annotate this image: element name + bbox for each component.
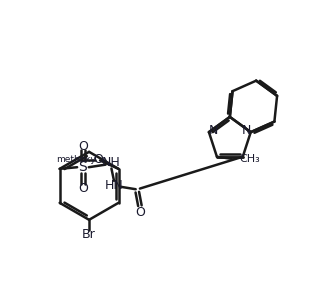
Text: CH₃: CH₃	[239, 154, 260, 164]
Text: N: N	[242, 124, 251, 137]
Text: NH: NH	[102, 156, 121, 169]
Text: O: O	[0, 293, 1, 294]
Text: Br: Br	[0, 293, 1, 294]
Text: S: S	[78, 160, 87, 174]
Text: O: O	[78, 140, 88, 153]
Text: S: S	[0, 293, 1, 294]
Text: N: N	[0, 293, 1, 294]
Text: N: N	[209, 124, 218, 137]
Text: methoxy: methoxy	[0, 293, 1, 294]
Text: CH₃: CH₃	[0, 293, 1, 294]
Text: O: O	[135, 206, 145, 219]
Text: Br: Br	[82, 228, 96, 241]
Text: O: O	[94, 153, 103, 166]
Text: NH: NH	[0, 293, 1, 294]
Text: HN: HN	[0, 293, 1, 294]
Text: methoxy: methoxy	[56, 155, 96, 164]
Text: HN: HN	[105, 180, 123, 193]
Text: O: O	[0, 293, 1, 294]
Text: O: O	[78, 182, 88, 195]
Text: O: O	[0, 293, 1, 294]
Text: O: O	[0, 293, 1, 294]
Text: N: N	[0, 293, 1, 294]
